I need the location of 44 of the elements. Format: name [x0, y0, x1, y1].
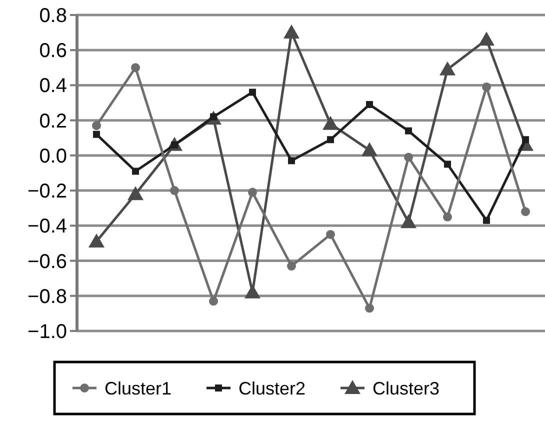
point [521, 207, 530, 216]
y-tick-label: 0.6 [39, 40, 67, 62]
y-tick-label: −0.4 [28, 216, 67, 238]
point [209, 296, 218, 306]
y-tick-label: 0.4 [39, 75, 67, 98]
point [322, 116, 338, 130]
y-tick-label: −0.6 [28, 250, 67, 273]
point [131, 63, 140, 72]
point [248, 188, 257, 197]
point [326, 230, 335, 239]
point [249, 88, 256, 96]
point [362, 142, 378, 156]
point [93, 130, 100, 138]
y-tick-label: −0.2 [28, 180, 67, 203]
y-tick-label: −1.0 [28, 321, 67, 343]
point [440, 61, 456, 76]
legend-label: Cluster3 [372, 378, 440, 398]
y-tick-label: 0.0 [39, 145, 67, 168]
point [444, 160, 451, 168]
point [128, 186, 144, 200]
point [170, 186, 179, 196]
point [92, 121, 101, 130]
y-tick-label: 0.8 [39, 5, 67, 27]
point [443, 212, 452, 222]
point [366, 101, 373, 108]
legend-label: Cluster1 [104, 378, 172, 398]
point [287, 262, 296, 271]
point [482, 82, 491, 92]
point [483, 216, 490, 224]
point [288, 157, 295, 164]
y-tick-label: 0.2 [39, 110, 67, 132]
legend-label: Cluster2 [238, 378, 306, 398]
point [405, 127, 412, 134]
point [327, 136, 334, 144]
point [404, 152, 413, 162]
point [400, 214, 416, 228]
point [284, 24, 300, 39]
y-tick-label: −0.8 [28, 286, 67, 308]
point [522, 136, 529, 144]
point [244, 284, 260, 298]
point [88, 233, 104, 248]
point [132, 168, 139, 175]
point [478, 32, 494, 46]
point [365, 304, 374, 313]
